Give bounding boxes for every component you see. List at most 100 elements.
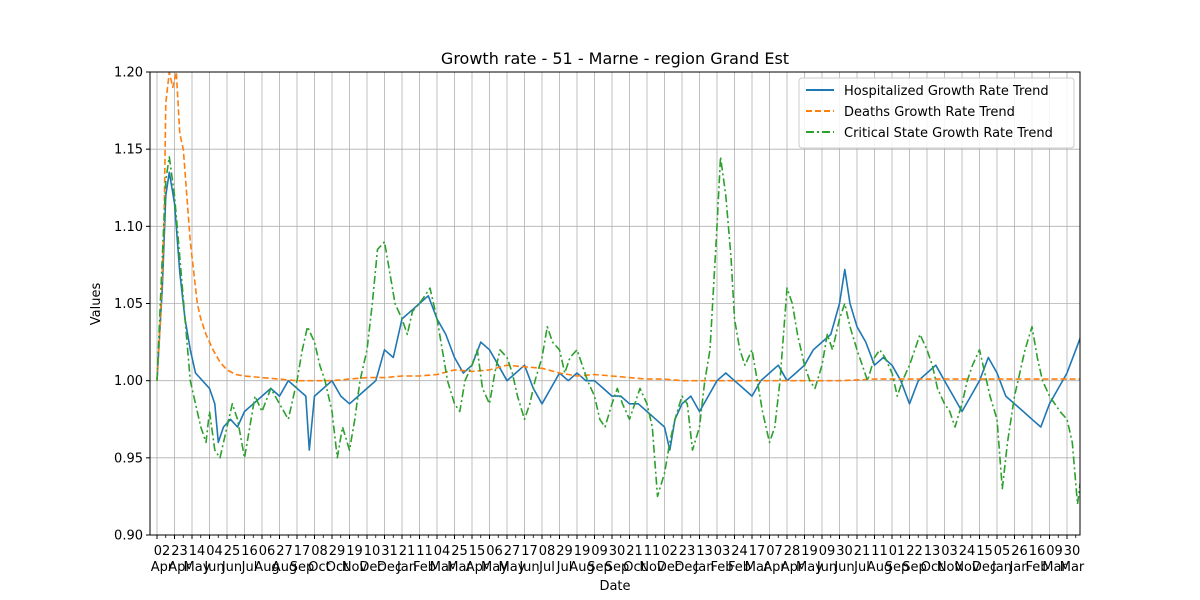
x-tick-label-day: 15 — [976, 544, 993, 559]
x-tick-label-month: Jul — [853, 560, 870, 575]
x-tick-label-day: 04 — [206, 544, 223, 559]
x-tick-label-day: 11 — [416, 544, 433, 559]
x-tick-label-month: May — [184, 560, 211, 575]
x-tick-label-month: Aug — [272, 560, 297, 575]
x-tick-label-month: Apr — [763, 560, 786, 575]
x-tick-label-month: Feb — [728, 560, 751, 575]
series-lines — [156, 72, 1080, 505]
x-tick-label-month: Jan — [693, 560, 714, 575]
x-tick-label-month: Sep — [605, 560, 630, 575]
x-tick-label-month: Dec — [359, 560, 384, 575]
x-tick-label-day: 03 — [941, 544, 958, 559]
x-tick-label-month: Oct — [308, 560, 330, 575]
series-line-0 — [156, 171, 1080, 451]
legend-box — [798, 77, 1075, 149]
x-tick-label-day: 13 — [924, 544, 941, 559]
x-tick-label-day: 17 — [294, 544, 311, 559]
x-tick-label-month: Nov — [954, 560, 980, 575]
x-tick-label-month: Jun — [816, 560, 837, 575]
x-tick-label-month: Mar — [447, 560, 472, 575]
x-tick-label-month: Feb — [1025, 560, 1048, 575]
legend-label-deaths: Deaths Growth Rate Trend — [844, 105, 1015, 120]
x-tick-label-month: Jun — [221, 560, 242, 575]
x-tick-label-month: Jul — [556, 560, 573, 575]
x-tick-label-day: 29 — [329, 544, 346, 559]
x-tick-label-day: 16 — [241, 544, 258, 559]
x-tick-label-month: Apr — [151, 560, 174, 575]
legend-label-critical: Critical State Growth Rate Trend — [844, 126, 1053, 141]
x-tick-label-day: 16 — [1029, 544, 1046, 559]
x-tick-label-day: 30 — [1064, 544, 1081, 559]
x-tick-label-day: 15 — [469, 544, 486, 559]
x-tick-label-day: 19 — [801, 544, 818, 559]
x-tick-label-day: 27 — [504, 544, 521, 559]
x-tick-label-month: Apr — [466, 560, 489, 575]
x-tick-label-day: 11 — [871, 544, 888, 559]
x-tick-label-day: 27 — [276, 544, 293, 559]
legend-label-hospitalized: Hospitalized Growth Rate Trend — [844, 84, 1049, 99]
x-tick-label-month: May — [796, 560, 823, 575]
x-tick-label-day: 09 — [591, 544, 608, 559]
x-axis-title: Date — [599, 579, 630, 594]
x-tick-label-day: 04 — [434, 544, 451, 559]
x-tick-label-day: 08 — [311, 544, 328, 559]
series-line-2 — [156, 156, 1080, 505]
y-tick-label: 0.95 — [114, 451, 143, 466]
x-tick-label-month: Nov — [639, 560, 665, 575]
x-tick-label-day: 30 — [836, 544, 853, 559]
y-axis-title: Values — [89, 283, 104, 326]
y-tick-label: 1.05 — [114, 297, 143, 312]
x-tick-label-day: 24 — [731, 544, 748, 559]
x-tick-label-month: Apr — [781, 560, 804, 575]
x-tick-label-day: 30 — [609, 544, 626, 559]
x-tick-label-day: 14 — [189, 544, 206, 559]
x-tick-label-day: 03 — [714, 544, 731, 559]
x-tick-label-day: 08 — [539, 544, 556, 559]
x-tick-label-day: 19 — [346, 544, 363, 559]
x-tick-label-day: 25 — [451, 544, 468, 559]
x-tick-label-day: 21 — [399, 544, 416, 559]
x-tick-label-day: 11 — [644, 544, 661, 559]
y-tick-label: 1.15 — [114, 143, 143, 158]
x-tick-label-day: 01 — [889, 544, 906, 559]
y-tick-label: 0.90 — [114, 529, 143, 544]
x-tick-label-day: 26 — [1011, 544, 1028, 559]
x-tick-label-month: Jan — [1008, 560, 1029, 575]
x-tick-label-month: Sep — [885, 560, 910, 575]
x-tick-label-month: Dec — [377, 560, 402, 575]
x-tick-label-month: Sep — [290, 560, 315, 575]
y-tick-label: 1.20 — [114, 66, 143, 81]
x-tick-label-month: Mar — [430, 560, 455, 575]
x-tick-label-month: Jul — [241, 560, 258, 575]
x-tick-label-month: Sep — [902, 560, 927, 575]
x-tick-label-month: Feb — [710, 560, 733, 575]
x-tick-label-month: Jun — [833, 560, 854, 575]
x-tick-label-month: Dec — [674, 560, 699, 575]
y-tick-label: 1.00 — [114, 374, 143, 389]
x-tick-label-month: Dec — [657, 560, 682, 575]
x-tick-label-month: Aug — [254, 560, 279, 575]
x-tick-label-day: 17 — [521, 544, 538, 559]
x-tick-label-day: 17 — [749, 544, 766, 559]
x-tick-label-day: 23 — [171, 544, 188, 559]
series-line-1 — [156, 72, 1080, 382]
chart-title: Growth rate - 51 - Marne - region Grand … — [441, 49, 789, 68]
x-tick-label-month: Oct — [921, 560, 943, 575]
x-tick-label-day: 19 — [574, 544, 591, 559]
x-tick-label-month: Jun — [203, 560, 224, 575]
x-tick-label-day: 06 — [486, 544, 503, 559]
x-tick-label-day: 13 — [696, 544, 713, 559]
x-tick-label-month: May — [481, 560, 508, 575]
x-tick-label-day: 31 — [381, 544, 398, 559]
x-tick-label-day: 02 — [154, 544, 171, 559]
x-tick-label-day: 21 — [854, 544, 871, 559]
legend: Hospitalized Growth Rate Trend Deaths Gr… — [798, 77, 1075, 149]
x-tick-label-day: 07 — [766, 544, 783, 559]
x-tick-label-day: 29 — [556, 544, 573, 559]
y-tick-label: 1.10 — [114, 220, 143, 235]
y-axis: 0.90 0.95 1.00 1.05 1.10 1.15 1.20 — [114, 66, 150, 544]
x-tick-label-day: 09 — [819, 544, 836, 559]
x-tick-label-month: Mar — [745, 560, 770, 575]
x-tick-label-month: Oct — [623, 560, 645, 575]
